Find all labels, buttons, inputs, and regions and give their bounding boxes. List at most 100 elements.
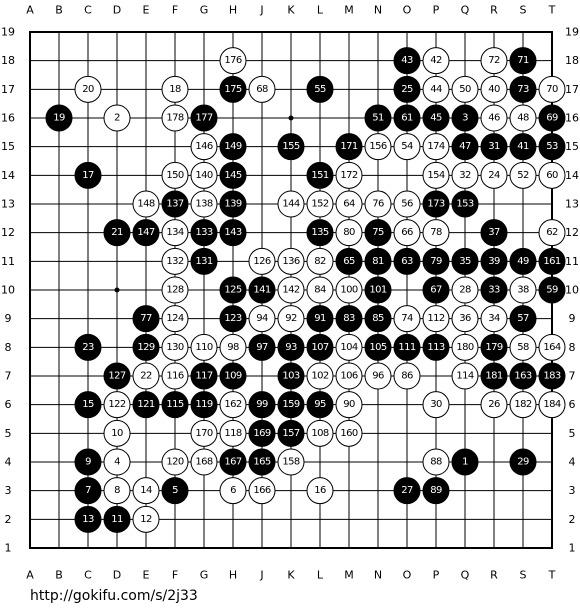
stone — [422, 391, 450, 419]
column-label: N — [374, 4, 382, 17]
stone — [509, 161, 537, 189]
stone — [161, 276, 189, 304]
move-number: 102 — [311, 371, 329, 382]
stone — [306, 305, 334, 333]
column-label: Q — [461, 569, 470, 582]
stone — [335, 333, 363, 361]
move-number: 136 — [282, 256, 300, 267]
move-number: 13 — [82, 514, 94, 525]
column-label: D — [113, 569, 121, 582]
stone — [103, 391, 131, 419]
stone — [538, 247, 566, 275]
stone — [480, 362, 508, 390]
column-label: B — [55, 4, 63, 17]
stone — [161, 219, 189, 247]
stone — [364, 133, 392, 161]
column-label: K — [287, 569, 295, 582]
move-number: 46 — [488, 113, 500, 124]
stone — [190, 419, 218, 447]
stone — [480, 219, 508, 247]
row-label: 3 — [5, 484, 12, 497]
stone — [393, 75, 421, 103]
move-number: 54 — [401, 141, 413, 152]
stone — [538, 104, 566, 132]
move-number: 162 — [224, 399, 242, 410]
move-number: 138 — [195, 199, 213, 210]
row-label: 6 — [5, 398, 12, 411]
move-number: 48 — [517, 113, 529, 124]
move-number: 45 — [430, 113, 442, 124]
move-number: 66 — [401, 227, 413, 238]
move-number: 107 — [311, 342, 329, 353]
stone — [161, 448, 189, 476]
move-number: 76 — [372, 199, 384, 210]
move-number: 86 — [401, 371, 413, 382]
column-label: S — [520, 4, 527, 17]
move-number: 39 — [488, 256, 500, 267]
stone — [393, 305, 421, 333]
stone — [132, 190, 160, 218]
move-number: 178 — [166, 113, 184, 124]
stone — [422, 133, 450, 161]
stone — [451, 362, 479, 390]
stone — [103, 419, 131, 447]
stone — [480, 333, 508, 361]
hoshi — [288, 115, 294, 121]
row-label: 7 — [5, 370, 12, 383]
stone — [74, 448, 102, 476]
row-label: 5 — [5, 427, 12, 440]
row-label: 12 — [1, 226, 15, 239]
row-label: 9 — [5, 312, 12, 325]
move-number: 23 — [82, 342, 94, 353]
move-number: 65 — [343, 256, 355, 267]
stone — [219, 477, 247, 505]
stone — [480, 75, 508, 103]
stone — [509, 362, 537, 390]
row-label: 5 — [569, 427, 576, 440]
stone — [219, 419, 247, 447]
stone — [74, 391, 102, 419]
move-number: 112 — [427, 313, 445, 324]
row-label: 16 — [1, 112, 15, 125]
stone — [451, 190, 479, 218]
stone — [422, 247, 450, 275]
stone — [277, 305, 305, 333]
move-number: 17 — [82, 170, 94, 181]
move-number: 180 — [456, 342, 474, 353]
move-number: 123 — [224, 313, 242, 324]
stone — [219, 305, 247, 333]
move-number: 141 — [253, 285, 271, 296]
stone — [393, 104, 421, 132]
stone — [190, 219, 218, 247]
move-number: 42 — [430, 55, 442, 66]
move-number: 89 — [430, 485, 442, 496]
move-number: 11 — [111, 514, 123, 525]
column-label: L — [317, 4, 324, 17]
column-label: K — [287, 4, 295, 17]
stone — [132, 333, 160, 361]
stone — [190, 190, 218, 218]
move-number: 156 — [369, 141, 387, 152]
stone — [509, 247, 537, 275]
move-number: 5 — [172, 485, 178, 496]
stone — [219, 448, 247, 476]
move-number: 30 — [430, 399, 442, 410]
move-number: 29 — [517, 457, 529, 468]
stone — [422, 190, 450, 218]
move-number: 99 — [256, 399, 268, 410]
move-number: 115 — [166, 399, 184, 410]
move-number: 149 — [224, 141, 242, 152]
move-number: 37 — [488, 227, 500, 238]
row-label: 1 — [5, 542, 12, 555]
stone — [132, 305, 160, 333]
move-number: 68 — [256, 84, 268, 95]
move-number: 126 — [253, 256, 271, 267]
move-number: 153 — [456, 199, 474, 210]
stone — [306, 190, 334, 218]
move-number: 24 — [488, 170, 500, 181]
stone — [132, 362, 160, 390]
move-number: 163 — [514, 371, 532, 382]
move-number: 134 — [166, 227, 184, 238]
stone — [219, 333, 247, 361]
row-label: 11 — [1, 255, 15, 268]
